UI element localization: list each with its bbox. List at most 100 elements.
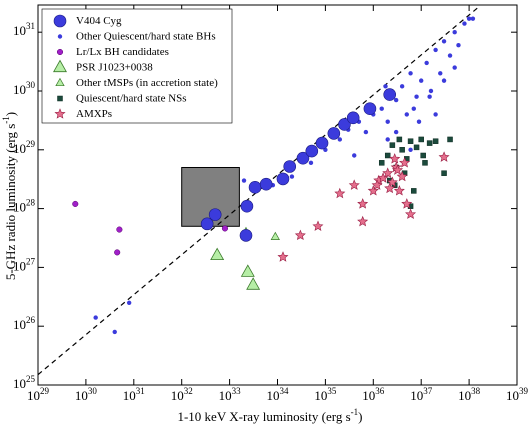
x-tick-label: 1029 <box>27 386 50 403</box>
point <box>367 185 379 196</box>
legend-marker <box>56 48 64 56</box>
point <box>452 29 457 35</box>
point <box>327 127 341 140</box>
point <box>363 129 369 135</box>
point <box>418 136 424 143</box>
point <box>405 208 417 219</box>
point <box>393 185 405 196</box>
point <box>404 112 409 117</box>
point <box>371 179 383 190</box>
x-tick-label: 1035 <box>314 386 337 403</box>
point <box>438 151 450 162</box>
point <box>408 71 413 76</box>
legend-label: V404 Cyg <box>76 15 122 27</box>
legend-marker <box>53 14 67 28</box>
point <box>427 94 432 99</box>
point <box>428 88 434 94</box>
point <box>72 200 79 207</box>
point <box>352 153 357 158</box>
point <box>462 21 467 26</box>
point <box>312 220 324 231</box>
point <box>210 247 225 260</box>
point <box>379 106 384 111</box>
point <box>456 43 461 48</box>
plot-area <box>38 6 480 376</box>
point <box>334 187 346 199</box>
point <box>433 47 438 53</box>
point <box>377 172 389 183</box>
y-tick-label: 1027 <box>13 256 36 273</box>
point <box>382 167 394 178</box>
y-tick-label: 1029 <box>13 139 36 156</box>
legend: V404 Cyg Other Quiescent/hard state BHs Lr… <box>41 8 233 124</box>
point <box>399 157 411 168</box>
point <box>338 118 351 131</box>
point <box>221 225 229 232</box>
x-tick-label: 1032 <box>171 386 193 403</box>
point <box>283 160 297 173</box>
x-tick-label: 1037 <box>410 386 433 403</box>
legend-marker <box>57 95 63 102</box>
x-tick-label: 1036 <box>362 386 385 403</box>
point <box>438 71 443 76</box>
y-tick-label: 1030 <box>13 80 36 97</box>
point <box>413 144 420 151</box>
point <box>391 164 404 175</box>
legend-label: Quiescent/hard state NSs <box>76 92 187 104</box>
point <box>277 251 289 262</box>
point <box>208 208 222 221</box>
x-tick-label: 1030 <box>75 386 98 403</box>
point <box>348 179 360 190</box>
legend-label: PSR J1023+0038 <box>76 61 153 73</box>
point <box>240 264 255 277</box>
point <box>426 140 433 146</box>
point <box>363 102 377 115</box>
point <box>452 65 457 70</box>
legend-marker <box>54 108 66 119</box>
x-tick-label: 1039 <box>506 386 529 403</box>
point <box>393 129 399 135</box>
point <box>401 198 413 209</box>
legend-label: Other Quiescent/hard state BHs <box>76 30 216 42</box>
point <box>422 160 428 166</box>
point <box>116 226 123 233</box>
point <box>416 119 422 124</box>
legend-marker <box>57 34 63 39</box>
point <box>383 84 388 89</box>
y-tick-label: 1028 <box>13 198 36 215</box>
point <box>289 174 295 179</box>
point <box>240 199 254 213</box>
point <box>93 315 98 320</box>
point <box>346 111 360 125</box>
point <box>385 119 390 124</box>
point <box>259 177 273 191</box>
x-tick-label: 1038 <box>458 386 481 403</box>
x-tick-label: 1031 <box>123 386 145 403</box>
point <box>378 160 385 166</box>
point <box>126 300 132 305</box>
point <box>270 231 280 240</box>
point <box>200 217 214 231</box>
point <box>414 94 419 99</box>
point <box>384 152 391 159</box>
x-axis-title: 1-10 keV X-ray luminosity (erg s-1) <box>177 407 362 424</box>
point <box>357 198 369 209</box>
point <box>389 142 396 148</box>
point <box>407 138 414 144</box>
legend-box <box>41 8 233 124</box>
point <box>441 170 447 176</box>
point <box>337 137 343 142</box>
y-tick-label: 1026 <box>13 315 36 332</box>
point <box>246 277 261 290</box>
point <box>385 137 390 142</box>
point <box>411 188 417 194</box>
point <box>241 178 247 183</box>
point <box>396 136 403 143</box>
legend-marker <box>53 59 67 73</box>
point <box>384 182 396 194</box>
point <box>441 78 447 83</box>
point <box>466 16 472 21</box>
x-tick-label: 1033 <box>219 386 242 403</box>
y-tick-label: 1031 <box>13 21 35 38</box>
